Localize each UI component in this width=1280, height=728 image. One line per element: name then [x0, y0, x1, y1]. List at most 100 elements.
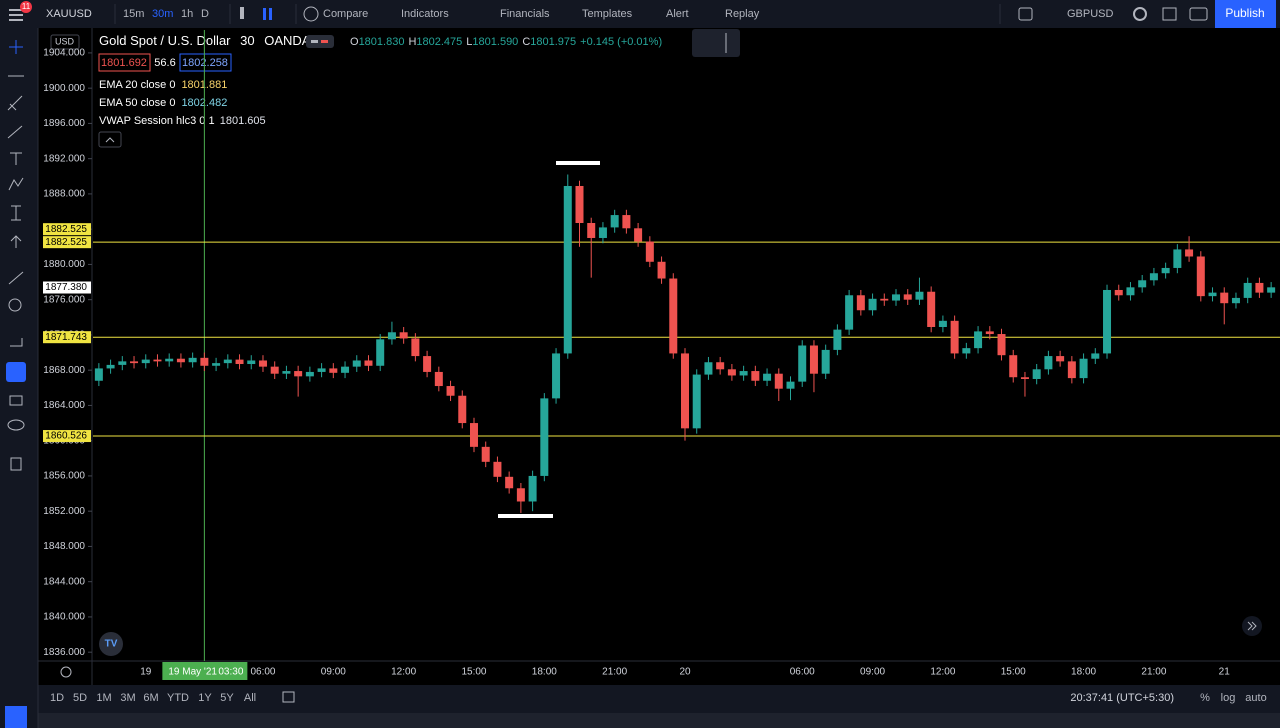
ohlc-value: 1801.975: [530, 36, 576, 48]
candle-body: [270, 366, 279, 374]
arrow-tool[interactable]: [10, 235, 22, 248]
candle-body: [94, 368, 103, 381]
hide-tool[interactable]: [7, 419, 25, 431]
range-button[interactable]: 5D: [73, 692, 87, 704]
drawing-tools: [6, 40, 26, 471]
candle-body: [575, 185, 584, 224]
zoom-tool[interactable]: [8, 298, 22, 312]
interval-button[interactable]: 30m: [152, 8, 173, 20]
candle-body: [880, 298, 889, 301]
toolbar-button[interactable]: Indicators: [401, 8, 449, 20]
candle-body: [212, 363, 221, 366]
text-tool[interactable]: [10, 152, 22, 165]
interval-button[interactable]: 1h: [181, 8, 193, 20]
legend-exchange: OANDA: [264, 33, 311, 48]
candle-body: [317, 368, 326, 372]
indicator: EMA 50 close 0 1802.482: [99, 97, 227, 109]
fib-tool[interactable]: [7, 95, 23, 111]
brush-tool[interactable]: [7, 125, 23, 139]
scale-option[interactable]: log: [1221, 692, 1236, 704]
candle-body: [950, 320, 959, 354]
crosshair-tag: [162, 662, 248, 680]
scale-option[interactable]: %: [1200, 692, 1210, 704]
fullscreen-icon[interactable]: [1162, 7, 1177, 21]
candle-body: [188, 357, 197, 363]
toolbar-button[interactable]: Alert: [666, 8, 689, 20]
x-tick-label: 21:00: [602, 667, 627, 678]
level-label: 1871.743: [45, 332, 87, 343]
toolbar-button[interactable]: Compare: [323, 8, 368, 20]
range-button[interactable]: 1D: [50, 692, 64, 704]
range-button[interactable]: All: [244, 692, 256, 704]
publish-label[interactable]: Publish: [1225, 6, 1264, 20]
candle-body: [411, 338, 420, 357]
chart-type-icon[interactable]: [269, 8, 272, 20]
axis-settings[interactable]: [60, 666, 72, 678]
floating-toolbar[interactable]: [692, 29, 740, 57]
y-tick-label: 1892.000: [43, 153, 85, 164]
candle-body: [774, 373, 783, 389]
magnet-tool[interactable]: [10, 338, 23, 347]
candle-body: [763, 373, 772, 381]
menu-icon[interactable]: [9, 9, 23, 21]
stay-drawing-tool[interactable]: [6, 362, 26, 382]
collapse-legend[interactable]: [98, 131, 122, 148]
candle-body: [927, 291, 936, 327]
range-button[interactable]: 1M: [96, 692, 111, 704]
watchlist-button[interactable]: [5, 706, 27, 728]
x-tick-label: 06:00: [250, 667, 275, 678]
candle-body: [634, 228, 643, 242]
x-tick-label: 15:00: [1001, 667, 1026, 678]
candle-body: [458, 395, 467, 424]
indicator-name: EMA 50 close 0: [99, 97, 175, 109]
clock: 20:37:41 (UTC+5:30): [1070, 692, 1174, 704]
toolbar-button[interactable]: Templates: [582, 8, 633, 20]
lock-tool[interactable]: [9, 395, 23, 406]
settings-icon[interactable]: [1133, 7, 1147, 21]
range-button[interactable]: 1Y: [198, 692, 212, 704]
candle-body: [751, 371, 760, 381]
scale-option[interactable]: auto: [1245, 692, 1266, 704]
range-button[interactable]: 3M: [120, 692, 135, 704]
chart-type-icon[interactable]: [263, 8, 266, 20]
layout-icon[interactable]: [1018, 7, 1033, 21]
ask[interactable]: 1802.258: [182, 57, 228, 69]
candle-body: [552, 353, 561, 399]
chart-type-icon[interactable]: [240, 7, 244, 19]
x-tick-label: 15:00: [461, 667, 486, 678]
candle-body: [645, 241, 654, 262]
bid-box[interactable]: [98, 53, 151, 72]
interval-button[interactable]: 15m: [123, 8, 144, 20]
candle-body: [892, 294, 901, 301]
bid[interactable]: 1801.692: [101, 57, 147, 69]
range-button[interactable]: 5Y: [220, 692, 234, 704]
measure-tool[interactable]: [8, 271, 24, 285]
delete-tool[interactable]: [10, 457, 22, 471]
legend-toggle[interactable]: [306, 35, 334, 48]
toolbar-button[interactable]: Financials: [500, 8, 550, 20]
prediction-tool[interactable]: [11, 205, 21, 221]
compare-symbol[interactable]: GBPUSD: [1067, 8, 1114, 20]
ask-box[interactable]: [179, 53, 232, 72]
date-range-icon[interactable]: [282, 691, 295, 703]
currency[interactable]: USD: [55, 36, 75, 46]
currency-button[interactable]: [50, 34, 80, 50]
x-tick-label: 19: [140, 667, 152, 678]
symbol[interactable]: XAUUSD: [46, 8, 92, 20]
toolbar-button[interactable]: Replay: [725, 8, 760, 20]
range-button[interactable]: YTD: [167, 692, 189, 704]
compare-icon[interactable]: [303, 6, 319, 22]
candle-body: [130, 361, 139, 364]
range-button[interactable]: 6M: [143, 692, 158, 704]
snapshot-icon[interactable]: [1189, 7, 1208, 21]
candle-body: [294, 371, 303, 377]
crosshair-tool[interactable]: [9, 40, 23, 54]
candle-body: [106, 364, 115, 369]
candle-body: [1149, 273, 1158, 281]
y-tick-label: 1900.000: [43, 83, 85, 94]
pattern-tool[interactable]: [8, 177, 24, 191]
interval-button[interactable]: D: [201, 8, 209, 20]
publish-button[interactable]: [1215, 0, 1276, 28]
